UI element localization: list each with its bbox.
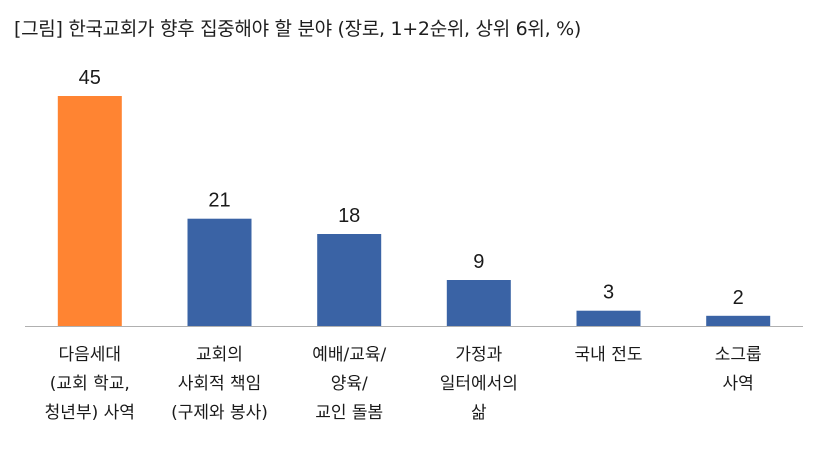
category-label-line: 가정과 xyxy=(455,345,502,365)
bar-4 xyxy=(446,280,511,326)
value-label-6: 2 xyxy=(733,287,744,309)
bar-5 xyxy=(576,310,641,326)
category-label-line: 국내 전도 xyxy=(575,345,643,365)
chart-title: [그림] 한국교회가 향후 집중해야 할 분야 (장로, 1+2순위, 상위 6… xyxy=(14,18,581,40)
value-labels-group: 45 21 18 9 3 2 xyxy=(79,67,744,309)
value-label-5: 3 xyxy=(603,282,614,304)
category-label-line: 다음세대 xyxy=(59,345,122,365)
bars-group xyxy=(57,96,771,326)
category-label-line: 예배/교육/ xyxy=(312,345,386,365)
category-label-line: (구제와 봉사) xyxy=(171,403,268,423)
category-label-line: 일터에서의 xyxy=(440,374,518,394)
category-label-line: 청년부) 사역 xyxy=(45,403,135,423)
category-label-line: 교인 돌봄 xyxy=(315,403,383,423)
bar-2 xyxy=(187,218,252,326)
category-label-3: 예배/교육/양육/교인 돌봄 xyxy=(312,345,386,423)
category-label-line: 사회적 책임 xyxy=(178,374,262,394)
category-label-line: 소그룹 xyxy=(715,345,762,365)
category-label-1: 다음세대 (교회 학교, 청년부) 사역 xyxy=(45,345,135,423)
value-label-4: 9 xyxy=(473,251,484,273)
value-label-3: 18 xyxy=(338,205,360,227)
value-label-1: 45 xyxy=(79,67,101,89)
category-label-line: 양육/ xyxy=(331,374,368,394)
bar-6 xyxy=(706,315,771,326)
category-label-line: 삶 xyxy=(471,403,487,423)
value-label-2: 21 xyxy=(208,190,230,212)
bar-1 xyxy=(57,96,122,326)
category-label-line: 사역 xyxy=(723,374,754,394)
category-label-line: (교회 학교, xyxy=(50,374,130,394)
category-label-5: 국내 전도 xyxy=(575,345,643,365)
category-label-line: 교회의 xyxy=(196,345,243,365)
bar-3 xyxy=(317,234,382,326)
